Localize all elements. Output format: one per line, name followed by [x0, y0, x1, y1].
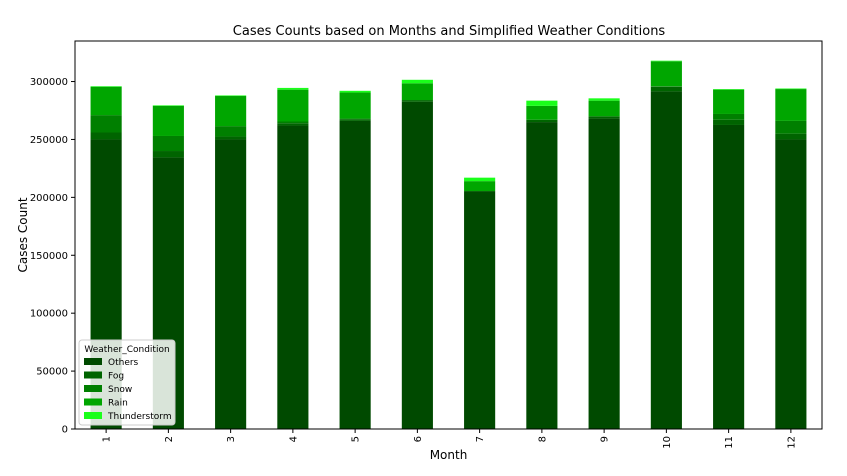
bar-month-8-others: [526, 122, 558, 430]
bar-month-8-rain: [526, 105, 558, 120]
x-tick-label: 11: [724, 436, 735, 449]
y-tick-label: 50000: [36, 367, 68, 378]
x-tick-label: 10: [662, 436, 673, 449]
bar-month-1-snow: [90, 115, 122, 133]
legend-swatch-others: [84, 358, 102, 365]
bars-layer: [90, 60, 807, 430]
bar-month-3-others: [215, 139, 247, 429]
y-tick-label: 100000: [30, 309, 68, 320]
bar-month-12-rain: [775, 89, 807, 121]
x-tick-label: 2: [164, 436, 175, 442]
bar-month-7-thunderstorm: [464, 177, 496, 182]
legend-swatch-thunderstorm: [84, 412, 102, 419]
bar-month-11-rain: [713, 89, 745, 114]
legend-label-rain: Rain: [108, 399, 128, 409]
x-tick-label: 8: [537, 436, 548, 442]
y-axis-label: Cases Count: [16, 197, 30, 272]
legend-swatch-fog: [84, 371, 102, 379]
chart-title: Cases Counts based on Months and Simplif…: [233, 24, 666, 39]
bar-month-4-fog: [277, 123, 309, 126]
bar-month-12-others: [775, 139, 807, 429]
bar-month-5-thunderstorm: [339, 90, 371, 93]
bar-month-5-others: [339, 120, 371, 430]
bar-month-6-rain: [401, 83, 433, 101]
bar-month-4-snow: [277, 121, 309, 124]
y-axis: 0 50000 100000 150000 200000 250000 300000: [30, 77, 75, 436]
legend-label-fog: Fog: [108, 372, 124, 382]
bar-month-12-thunderstorm: [775, 88, 807, 90]
bar-month-1-fog: [90, 132, 122, 140]
bar-month-4-others: [277, 125, 309, 429]
y-tick-label: 200000: [30, 193, 68, 204]
legend-label-snow: Snow: [108, 385, 132, 395]
bar-month-10-rain: [650, 61, 682, 87]
x-tick-label: 7: [475, 436, 486, 442]
bar-month-11-thunderstorm: [713, 89, 745, 90]
bar-month-10-fog: [650, 86, 682, 92]
bar-month-7-rain: [464, 181, 496, 191]
bar-month-5-fog: [339, 119, 371, 121]
y-tick-label: 300000: [30, 77, 68, 88]
legend: Weather_Condition Others Fog Snow Rain Thunde…: [78, 339, 176, 426]
bar-month-10-thunderstorm: [650, 60, 682, 62]
x-tick-label: 9: [600, 436, 611, 442]
bar-month-8-thunderstorm: [526, 100, 558, 106]
bar-month-1-thunderstorm: [90, 86, 122, 87]
bar-month-7-fog: [464, 190, 496, 192]
bar-month-5-snow: [339, 118, 371, 120]
plot-frame: [74, 40, 823, 430]
bar-month-4-rain: [277, 89, 309, 122]
bar-month-3-snow: [215, 126, 247, 137]
x-tick-label: 1: [102, 436, 113, 442]
y-tick-label: 150000: [30, 251, 68, 262]
bar-month-3-fog: [215, 136, 247, 140]
x-tick-label: 4: [288, 436, 299, 442]
legend-box: [78, 339, 176, 426]
legend-label-thunderstorm: Thunderstorm: [107, 412, 172, 422]
legend-swatch-rain: [84, 398, 102, 406]
bar-month-4-thunderstorm: [277, 87, 309, 90]
x-tick-label: 6: [413, 436, 424, 442]
x-tick-label: 3: [226, 436, 237, 442]
bar-month-2-fog: [152, 151, 184, 158]
bar-month-8-fog: [526, 119, 558, 123]
bar-month-3-rain: [215, 96, 247, 127]
x-axis: 1 2 3 4 5 6 7 8 9 10 11 12: [102, 429, 797, 449]
x-tick-label: 12: [786, 436, 797, 449]
bar-month-7-others: [464, 191, 496, 429]
bar-month-11-others: [713, 124, 745, 429]
bar-month-9-thunderstorm: [588, 98, 620, 101]
bar-month-6-fog: [401, 100, 433, 102]
y-tick-label: 0: [62, 425, 68, 436]
bar-month-2-snow: [152, 135, 184, 152]
bar-month-3-thunderstorm: [215, 95, 247, 97]
bar-month-2-rain: [152, 105, 184, 136]
bar-month-11-fog: [713, 119, 745, 125]
bar-month-9-rain: [588, 100, 620, 117]
x-tick-label: 5: [351, 436, 362, 442]
bar-month-12-snow: [775, 120, 807, 134]
y-tick-label: 250000: [30, 135, 68, 146]
bar-month-2-thunderstorm: [152, 105, 184, 106]
bar-month-5-rain: [339, 92, 371, 119]
bar-month-10-others: [650, 91, 682, 430]
bar-month-1-rain: [90, 86, 122, 116]
bar-month-10-snow: [650, 86, 682, 87]
bar-month-9-others: [588, 118, 620, 429]
bar-month-9-fog: [588, 116, 620, 119]
bar-month-11-snow: [713, 113, 745, 120]
legend-swatch-snow: [84, 385, 102, 392]
legend-label-others: Others: [108, 358, 139, 368]
legend-title: Weather_Condition: [84, 345, 169, 355]
bar-month-6-thunderstorm: [401, 79, 433, 84]
bar-month-6-others: [401, 101, 433, 429]
bar-month-12-fog: [775, 133, 807, 140]
x-axis-label: Month: [430, 448, 468, 462]
